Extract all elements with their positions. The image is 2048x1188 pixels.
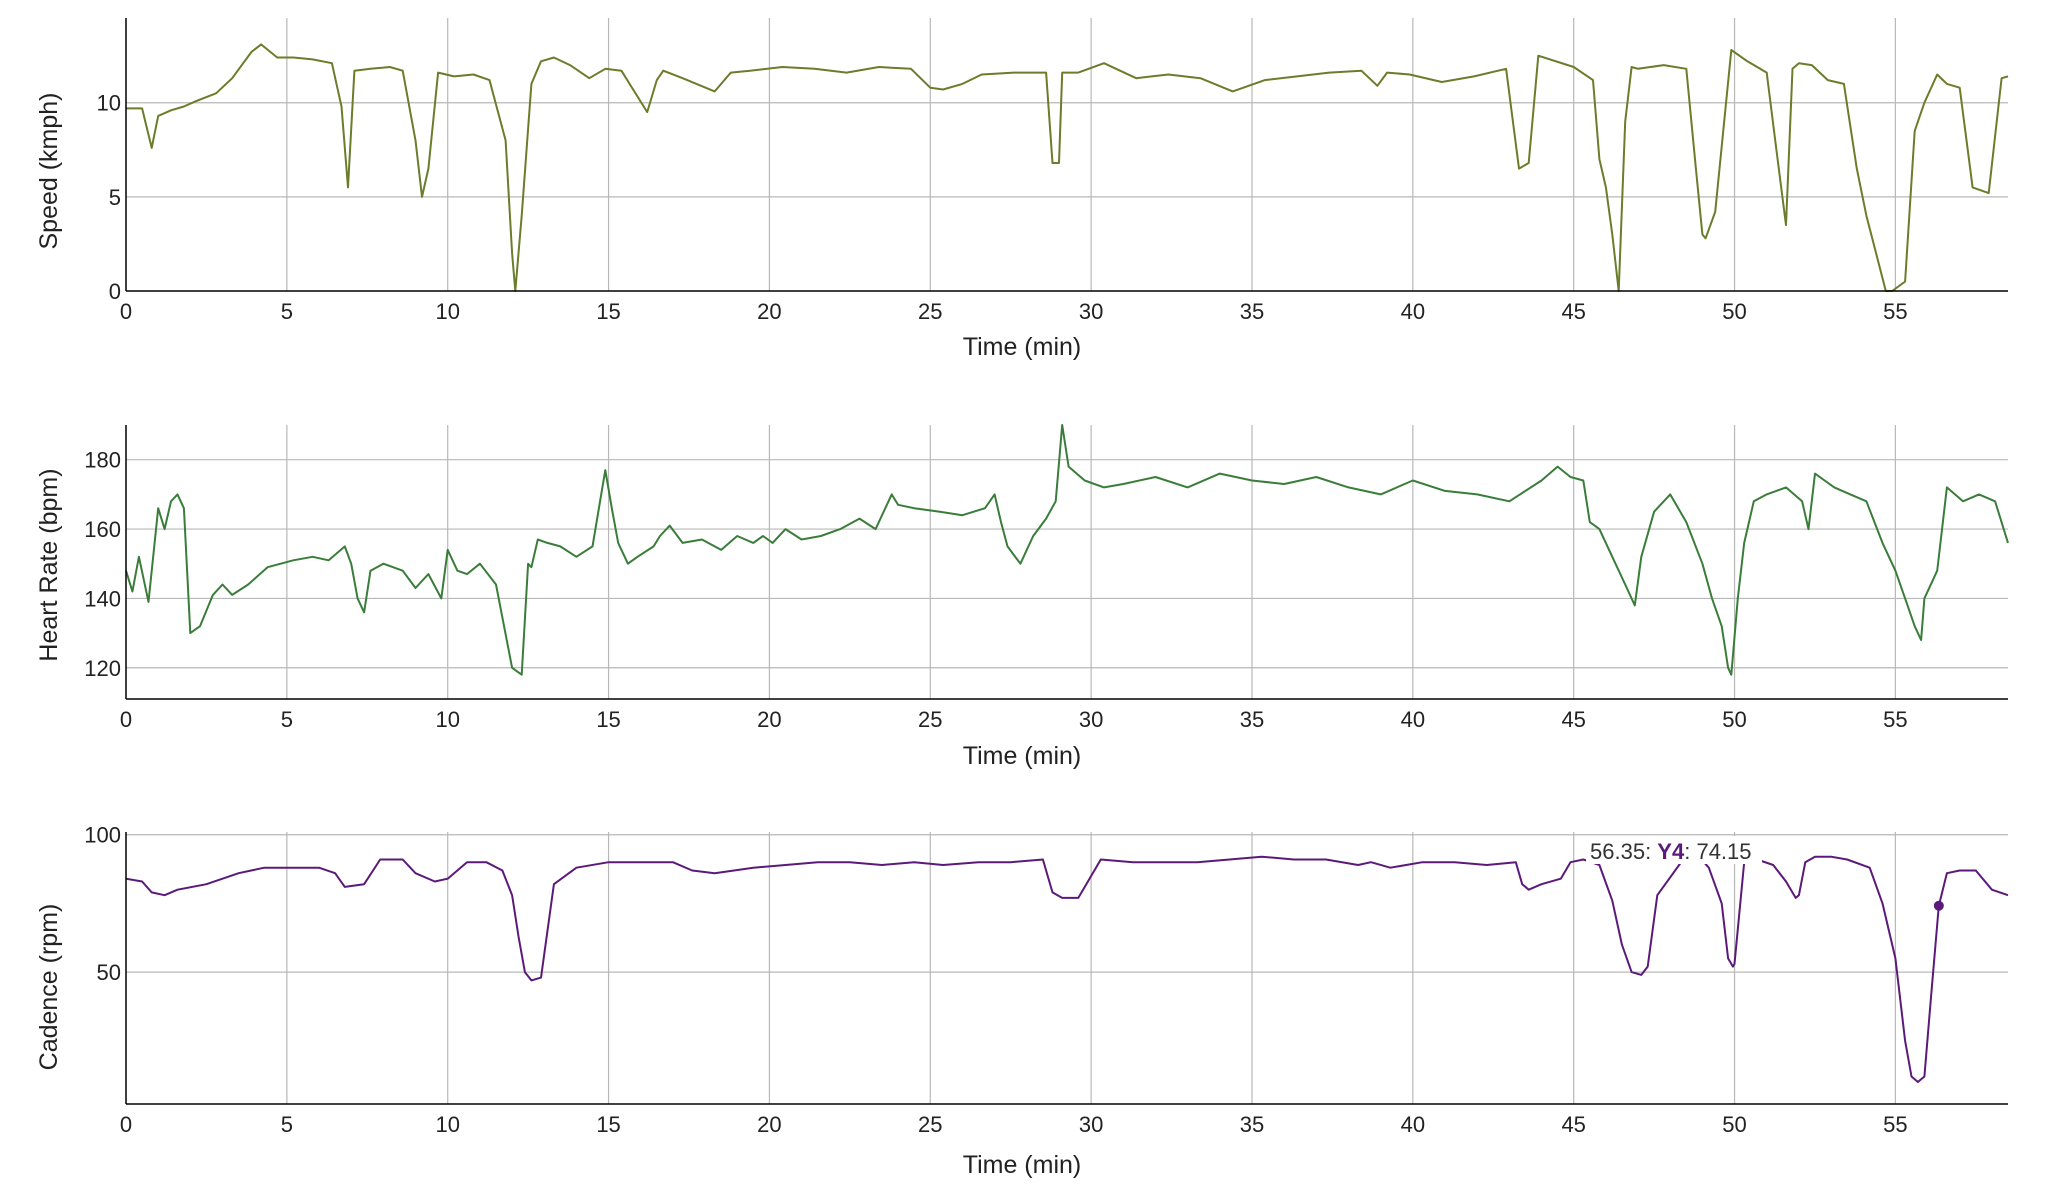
- heart-rate-x-tick-label: 35: [1240, 707, 1264, 732]
- cadence-ticks: 0 5 10 15 20 25 30 35 40 45 50 55 50 100: [84, 823, 1907, 1137]
- heart-rate-grid: [126, 425, 2008, 699]
- speed-x-tick-label: 45: [1561, 299, 1585, 324]
- hover-point-marker[interactable]: [1933, 900, 1944, 911]
- heart-rate-series-line: [125, 424, 2009, 676]
- heart-rate-x-tick-label: 20: [757, 707, 781, 732]
- cadence-x-tick-label: 40: [1401, 1112, 1425, 1137]
- heart-rate-ticks: 0 5 10 15 20 25 30 35 40 45 50 55 120 140 160 180: [84, 448, 1907, 732]
- heart-rate-x-tick-label: 15: [596, 707, 620, 732]
- cadence-series: [125, 855, 2009, 1083]
- speed-x-tick-label: 15: [596, 299, 620, 324]
- heart-rate-y-tick-label: 160: [84, 517, 121, 542]
- speed-panel: 0 5 10 15 20 25 30 35 40 45 50 55 0 5 10 Time (min) Sp…: [35, 18, 2009, 361]
- speed-y-tick-label: 10: [97, 91, 121, 116]
- cadence-x-tick-label: 55: [1883, 1112, 1907, 1137]
- heart-rate-y-tick-label: 180: [84, 448, 121, 473]
- cadence-x-tick-label: 50: [1722, 1112, 1746, 1137]
- heart-rate-x-tick-label: 40: [1401, 707, 1425, 732]
- heart-rate-axes: [125, 425, 2008, 700]
- heart-rate-x-tick-label: 55: [1883, 707, 1907, 732]
- heart-rate-series: [125, 424, 2009, 676]
- cadence-panel: 0 5 10 15 20 25 30 35 40 45 50 55 50 100 Time (min) C…: [35, 823, 2009, 1179]
- speed-y-tick-label: 5: [109, 185, 121, 210]
- cadence-x-tick-label: 25: [918, 1112, 942, 1137]
- speed-x-tick-label: 50: [1722, 299, 1746, 324]
- speed-axes: [125, 18, 2008, 292]
- heart-rate-x-tick-label: 10: [435, 707, 459, 732]
- hover-sep-1: :: [1645, 839, 1657, 864]
- speed-x-tick-label: 20: [757, 299, 781, 324]
- cadence-y-axis-title: Cadence (rpm): [35, 904, 63, 1071]
- hover-y-value: 74.15: [1696, 839, 1751, 864]
- speed-x-tick-label: 40: [1401, 299, 1425, 324]
- hover-x-value: 56.35: [1590, 839, 1645, 864]
- speed-x-axis-title: Time (min): [963, 333, 1082, 361]
- speed-x-tick-label: 30: [1079, 299, 1103, 324]
- cadence-x-axis-title: Time (min): [963, 1151, 1082, 1179]
- heart-rate-x-tick-label: 0: [120, 707, 132, 732]
- speed-x-tick-label: 25: [918, 299, 942, 324]
- heart-rate-x-tick-label: 30: [1079, 707, 1103, 732]
- speed-x-tick-label: 5: [281, 299, 293, 324]
- heart-rate-x-tick-label: 45: [1561, 707, 1585, 732]
- cadence-x-tick-label: 45: [1561, 1112, 1585, 1137]
- cadence-x-tick-label: 15: [596, 1112, 620, 1137]
- hover-tooltip-background: [1586, 836, 1762, 864]
- speed-series-line: [126, 43, 2009, 292]
- cadence-y-tick-label: 100: [84, 823, 121, 848]
- speed-x-tick-label: 35: [1240, 299, 1264, 324]
- heart-rate-x-tick-label: 5: [281, 707, 293, 732]
- cadence-x-tick-label: 30: [1079, 1112, 1103, 1137]
- heart-rate-y-tick-label: 120: [84, 656, 121, 681]
- heart-rate-x-tick-label: 25: [918, 707, 942, 732]
- cadence-y-tick-label: 50: [97, 960, 121, 985]
- speed-x-tick-label: 55: [1883, 299, 1907, 324]
- speed-y-tick-label: 0: [109, 279, 121, 304]
- heart-rate-x-tick-label: 50: [1722, 707, 1746, 732]
- cadence-x-tick-label: 35: [1240, 1112, 1264, 1137]
- cadence-x-tick-label: 0: [120, 1112, 132, 1137]
- speed-y-axis-title: Speed (kmph): [35, 92, 63, 249]
- heart-rate-y-axis-title: Heart Rate (bpm): [35, 468, 63, 661]
- speed-x-tick-label: 10: [435, 299, 459, 324]
- cadence-x-tick-label: 10: [435, 1112, 459, 1137]
- cadence-x-tick-label: 5: [281, 1112, 293, 1137]
- hover-series-name: Y4: [1657, 839, 1685, 864]
- cadence-axes: [125, 832, 2008, 1105]
- hover-sep-2: :: [1684, 839, 1696, 864]
- cadence-series-line: [125, 855, 2009, 1083]
- cadence-grid: [126, 832, 2008, 1104]
- hover-tooltip-text: 56.35: Y4: 74.15: [1590, 839, 1752, 864]
- heart-rate-y-tick-label: 140: [84, 586, 121, 611]
- hover-tooltip: 56.35: Y4: 74.15: [1586, 836, 1762, 864]
- cadence-x-tick-label: 20: [757, 1112, 781, 1137]
- speed-grid: [126, 18, 2008, 291]
- heart-rate-panel: 0 5 10 15 20 25 30 35 40 45 50 55 120 140 160 180 Time …: [35, 424, 2009, 770]
- speed-series: [126, 43, 2009, 292]
- heart-rate-x-axis-title: Time (min): [963, 742, 1082, 770]
- speed-ticks: 0 5 10 15 20 25 30 35 40 45 50 55 0 5 10: [97, 91, 1908, 324]
- speed-x-tick-label: 0: [120, 299, 132, 324]
